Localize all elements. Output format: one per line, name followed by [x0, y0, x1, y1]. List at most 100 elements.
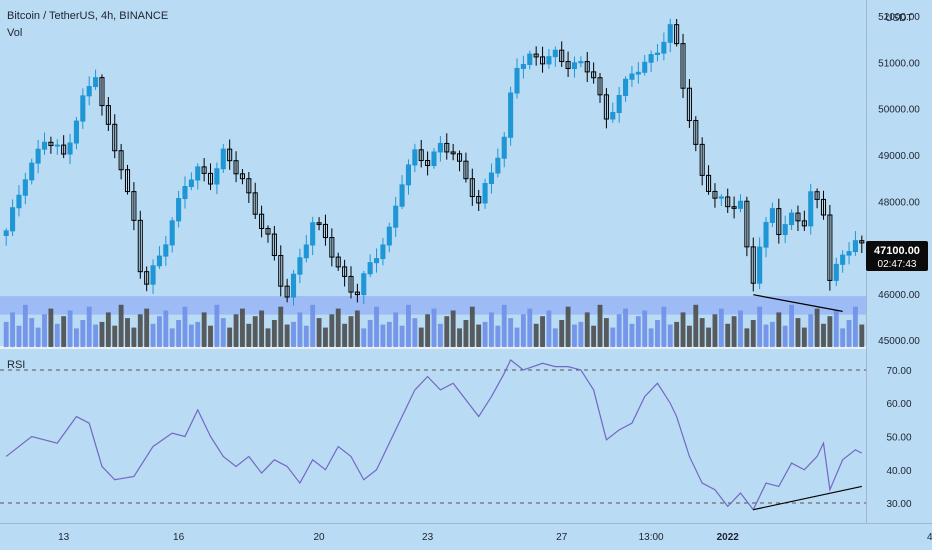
- volume-bar: [406, 304, 411, 347]
- candle-body: [265, 227, 271, 235]
- candle-body: [239, 173, 245, 180]
- candle-body: [207, 172, 214, 185]
- candle-body: [118, 150, 124, 171]
- candle-body: [290, 273, 297, 298]
- candle-body: [789, 212, 795, 226]
- volume-bar: [776, 312, 782, 347]
- price-tick-label: 48000.00: [878, 197, 920, 208]
- volume-bar: [393, 312, 399, 347]
- candle-body: [144, 271, 150, 285]
- candle-body: [610, 112, 616, 120]
- volume-bar: [814, 308, 820, 347]
- volume-bar: [801, 327, 807, 347]
- volume-bar: [80, 320, 86, 347]
- candle-body: [527, 53, 533, 65]
- candle-body: [654, 52, 661, 56]
- candle-body: [699, 143, 705, 176]
- volume-bar: [342, 323, 348, 347]
- volume-bar: [795, 318, 801, 347]
- volume-bar: [603, 318, 609, 347]
- candle-body: [827, 214, 833, 281]
- time-tick-label: 27: [556, 532, 568, 543]
- candle-body: [565, 61, 571, 70]
- volume-bar: [176, 320, 182, 347]
- rsi-legend[interactable]: RSI: [7, 359, 26, 371]
- candle-body: [437, 142, 443, 153]
- volume-bar: [527, 308, 533, 347]
- volume-bar: [48, 308, 54, 347]
- volume-bar: [725, 323, 731, 347]
- candle-body: [808, 191, 814, 227]
- volume-bar: [271, 320, 277, 347]
- candle-body: [693, 120, 699, 145]
- volume-bar: [112, 325, 118, 347]
- volume-bar: [67, 310, 73, 347]
- candle-body: [514, 67, 520, 94]
- volume-bar: [559, 320, 565, 347]
- volume-bar: [214, 304, 220, 347]
- time-tick-label: 13: [58, 532, 70, 543]
- volume-bar: [220, 318, 226, 347]
- candle-body: [150, 265, 156, 285]
- time-axis[interactable]: 13 16 20 23 27 13:00 2022 4: [58, 532, 932, 543]
- candle-body: [744, 200, 750, 248]
- volume-bar: [808, 314, 814, 347]
- volume-bar: [431, 308, 437, 347]
- candle-body: [833, 263, 839, 281]
- candle-body: [859, 240, 865, 244]
- volume-bar: [3, 321, 9, 347]
- volume-bar: [335, 308, 341, 347]
- candle-body: [271, 233, 277, 256]
- volume-bar: [610, 327, 616, 347]
- volume-bar: [29, 318, 35, 347]
- candle-body: [846, 251, 852, 256]
- candle-body: [380, 244, 386, 260]
- price-axis[interactable]: 52000.00 51000.00 50000.00 49000.00 48000.00…: [878, 12, 920, 347]
- candle-body: [706, 174, 712, 192]
- volume-legend[interactable]: Vol: [7, 27, 23, 39]
- candle-body: [737, 200, 744, 209]
- candle-body: [112, 123, 118, 152]
- candle-body: [469, 178, 475, 198]
- volume-bar: [674, 321, 680, 347]
- price-tick-label: 46000.00: [878, 290, 920, 301]
- candle-body: [322, 223, 328, 239]
- volume-bar: [642, 310, 648, 347]
- candle-body: [603, 94, 609, 120]
- volume-bar: [246, 323, 252, 347]
- candle-body: [418, 149, 424, 161]
- candle-body: [176, 198, 182, 222]
- volume-bar: [144, 308, 150, 347]
- volume-bar: [584, 312, 590, 347]
- candle-body: [725, 196, 731, 208]
- volume-bar: [42, 314, 47, 347]
- candle-body: [3, 230, 9, 236]
- volume-bar: [514, 327, 520, 347]
- candle-body: [540, 56, 546, 65]
- candle-body: [450, 151, 456, 155]
- price-tick-label: 51000.00: [878, 58, 920, 69]
- candle-body: [412, 149, 418, 166]
- volume-bar: [131, 327, 137, 347]
- volume-bar: [852, 306, 858, 347]
- price-tick-label: 50000.00: [878, 105, 920, 116]
- time-tick-label: 23: [422, 532, 434, 543]
- candle-body: [342, 266, 348, 277]
- candle-body: [648, 54, 654, 63]
- volume-bar: [476, 324, 482, 347]
- volume-bar: [750, 320, 756, 347]
- symbol-title[interactable]: Bitcoin / TetherUS, 4h, BINANCE: [7, 10, 169, 22]
- volume-bar: [495, 325, 501, 347]
- candle-body: [131, 191, 137, 221]
- volume-bar: [661, 306, 667, 347]
- candle-body: [41, 141, 48, 150]
- candle-body: [546, 56, 552, 65]
- rsi-axis[interactable]: 70.00 60.00 50.00 40.00 30.00: [886, 366, 911, 510]
- volume-bar: [508, 318, 514, 347]
- volume-bar: [667, 324, 673, 347]
- volume-bar: [648, 328, 654, 347]
- candle-body: [642, 61, 648, 73]
- candle-body: [67, 142, 73, 155]
- candle-body: [776, 208, 782, 236]
